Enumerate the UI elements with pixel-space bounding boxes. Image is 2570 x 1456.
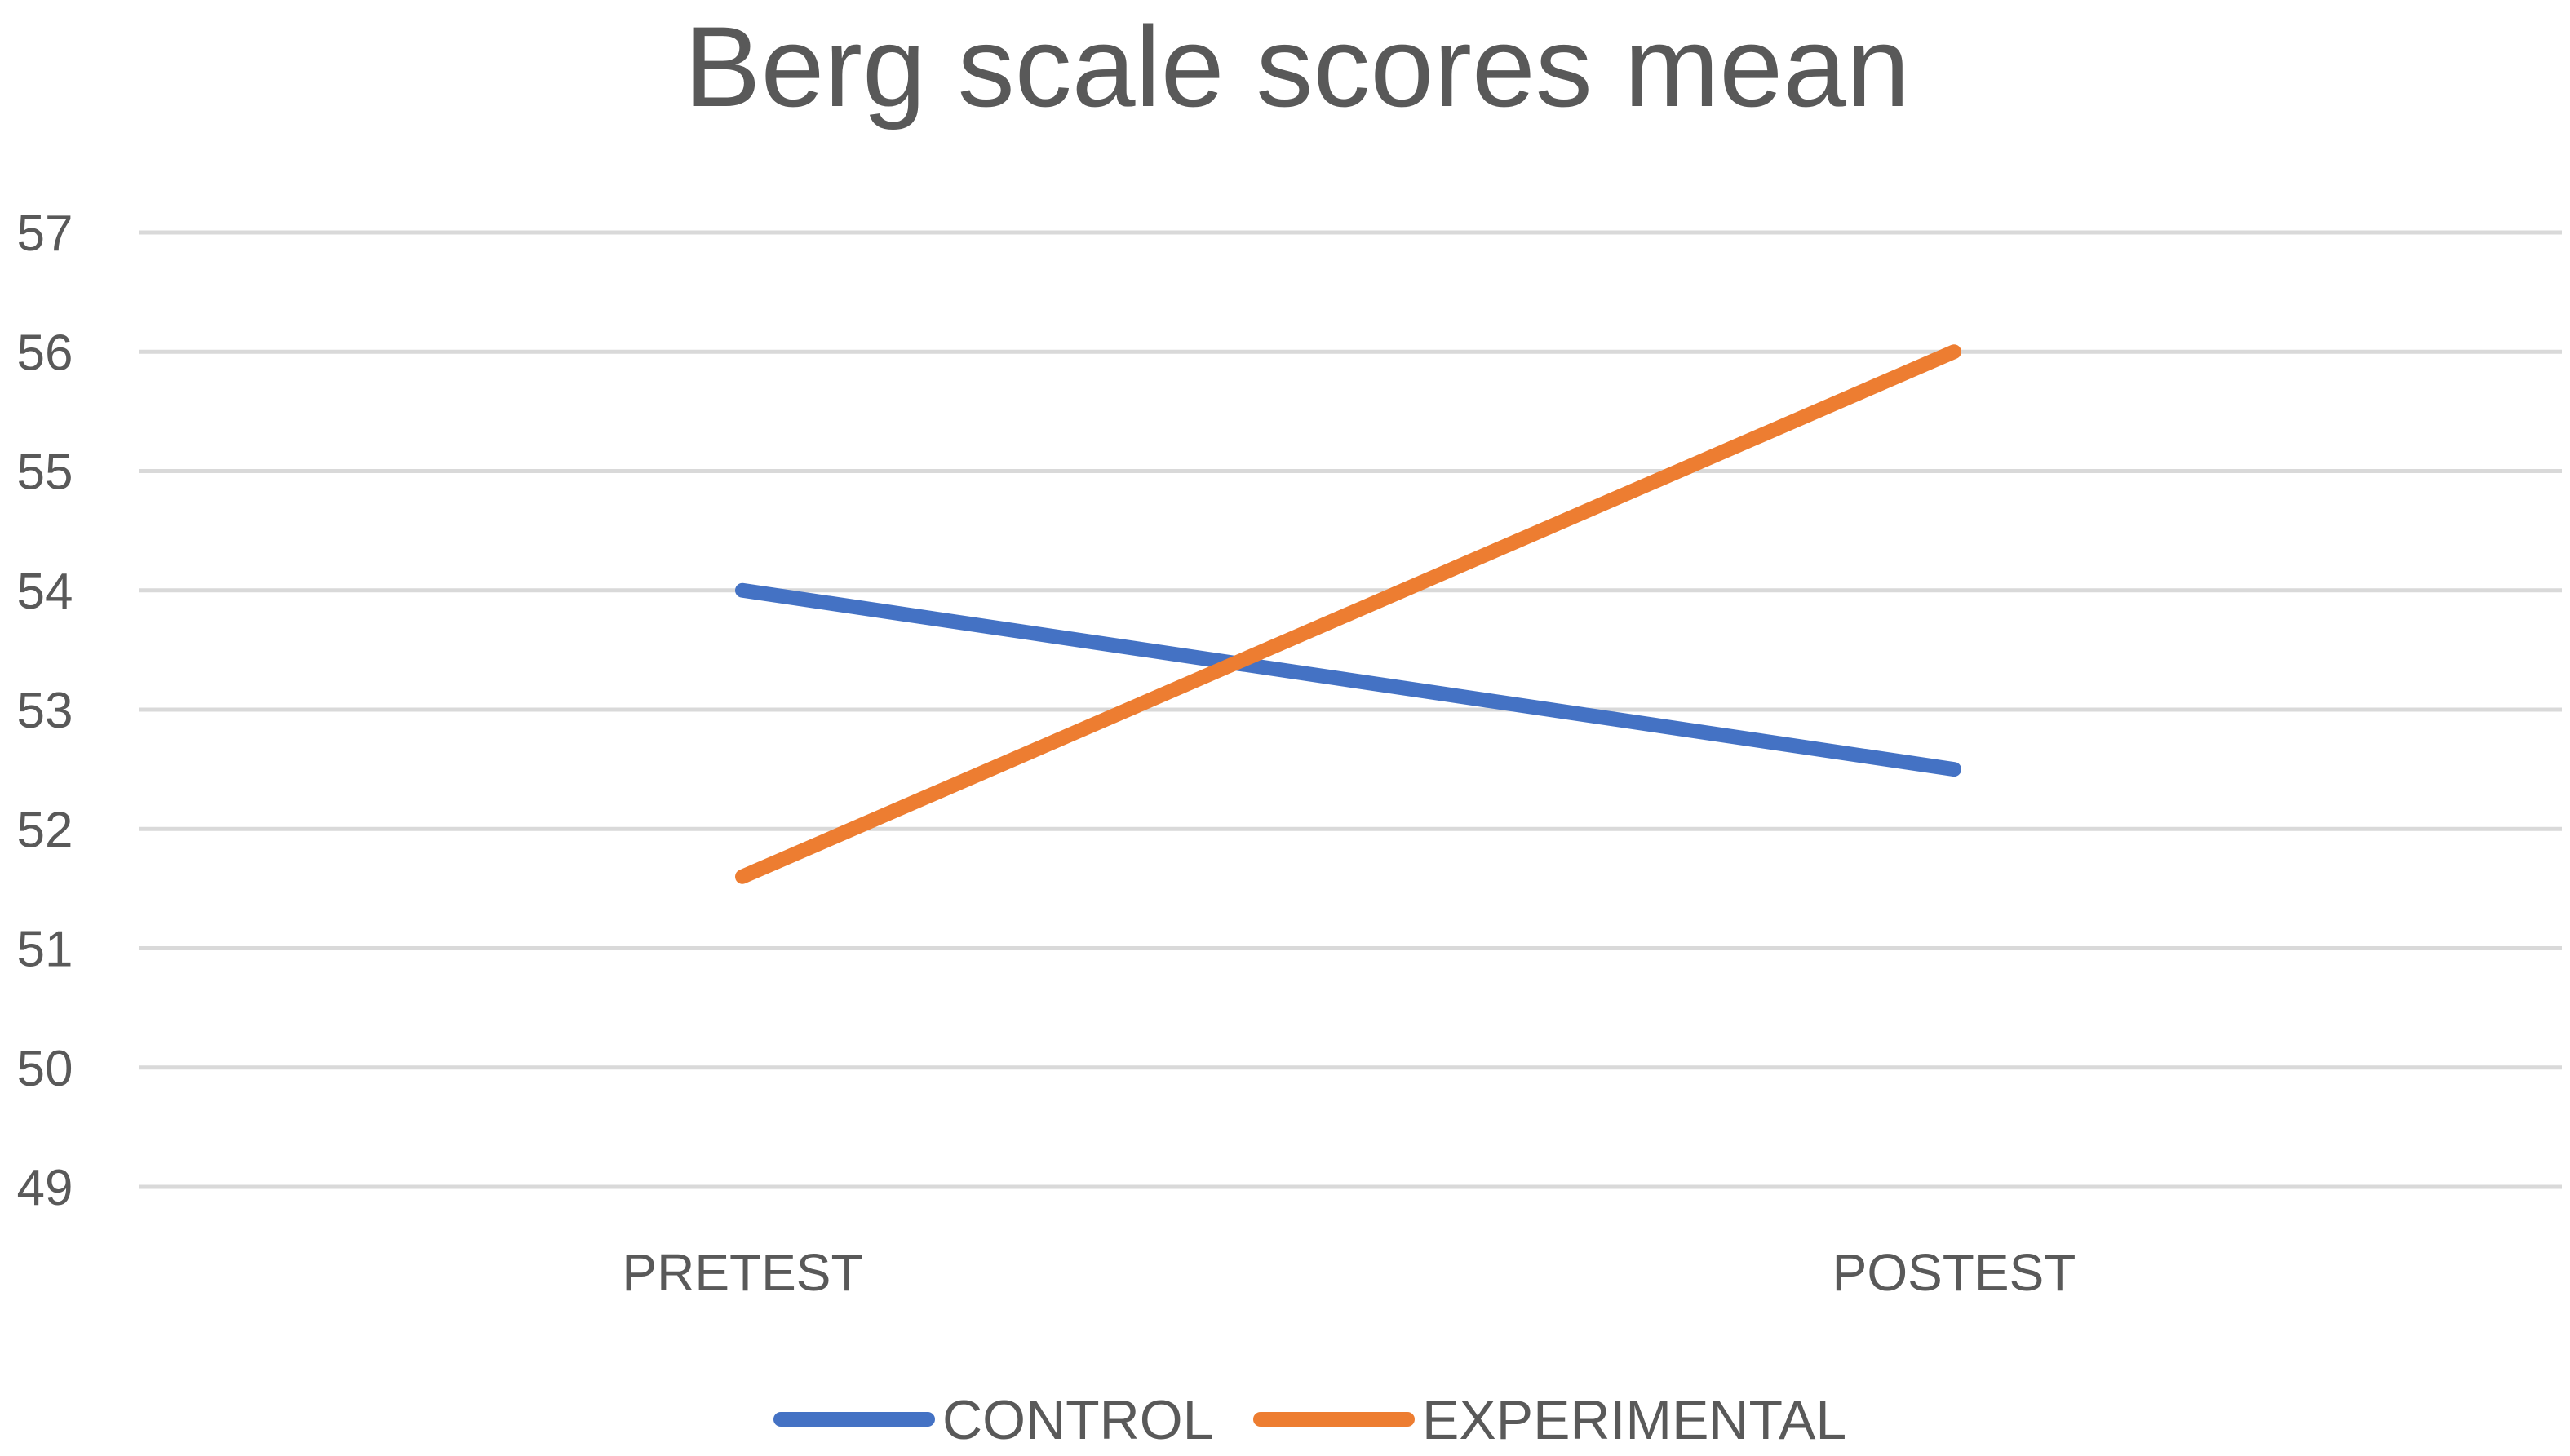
legend-item-experimental: EXPERIMENTAL	[1253, 1389, 1846, 1451]
y-tick-label: 51	[17, 922, 73, 978]
y-tick-label: 56	[17, 325, 73, 381]
gridlines	[139, 230, 2562, 1189]
y-tick-label: 57	[17, 206, 73, 262]
legend-label: EXPERIMENTAL	[1422, 1389, 1846, 1451]
legend-label: CONTROL	[942, 1389, 1213, 1451]
series-line-experimental	[735, 344, 1961, 884]
series-line-control	[735, 582, 1961, 777]
y-tick-label: 50	[17, 1041, 73, 1097]
series-lines	[735, 344, 1961, 884]
legend-item-control: CONTROL	[773, 1389, 1213, 1451]
y-tick-label: 49	[17, 1160, 73, 1216]
chart-title: Berg scale scores mean	[685, 2, 1910, 131]
x-axis-categories: PRETEST POSTEST	[622, 1243, 2076, 1302]
legend: CONTROL EXPERIMENTAL	[773, 1389, 1846, 1451]
x-category-label: POSTEST	[1832, 1243, 2076, 1302]
y-tick-label: 52	[17, 802, 73, 858]
y-tick-label: 55	[17, 445, 73, 501]
y-tick-label: 53	[17, 683, 73, 739]
y-tick-label: 54	[17, 564, 73, 620]
y-axis-ticks: 49 50 51 52 53 54 55 56 57	[17, 206, 73, 1216]
x-category-label: PRETEST	[622, 1243, 862, 1302]
